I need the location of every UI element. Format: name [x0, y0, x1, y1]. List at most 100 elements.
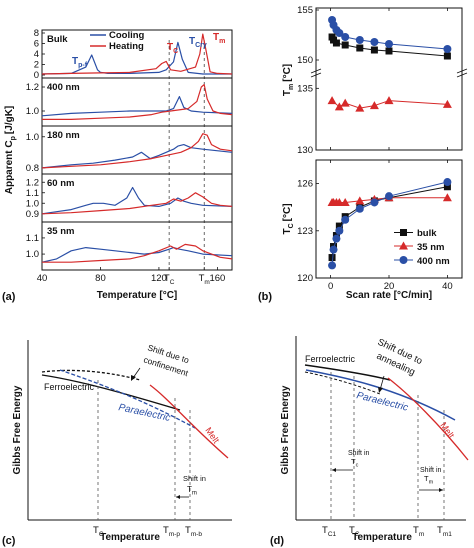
- panel-a-ytick-label: 1.2: [26, 177, 39, 188]
- panel-c-shift-tm-sub: m: [192, 491, 197, 497]
- peak-tc-t: T: [167, 42, 173, 53]
- panel-a-ytick-label: 2: [34, 60, 39, 71]
- panel-b-bottom-ytick-label: 120: [297, 273, 313, 284]
- panel-a-ytick-label: 1.0: [26, 198, 39, 209]
- panel-c-tick-tc: TC: [93, 525, 104, 538]
- panel-a-subplot-label: 35 nm: [47, 226, 74, 237]
- panel-a-cooling-line: [41, 41, 232, 75]
- panel-c-tick-tmb-t: T: [185, 525, 191, 536]
- panel-a-ylabel: Apparent Cp [J/gK]: [4, 106, 17, 195]
- panel-b-top-bulk-point: [341, 41, 349, 49]
- panel-a-ylabel-sub: p: [10, 136, 17, 140]
- panel-b-top-35nm-point: [369, 101, 379, 110]
- panel-b-bottom-ylabel-sub: C: [288, 223, 295, 228]
- panel-a-frame: [41, 29, 233, 271]
- panel-a-xtick-label: 40: [37, 273, 48, 284]
- panel-b-bottom-ylabel: TC [°C]: [282, 203, 295, 234]
- panel-a-ytick-label: 4: [34, 49, 39, 60]
- panel-b-top-ylabel: Tm [°C]: [282, 64, 295, 96]
- panel-b-bottom-400nm-point: [385, 192, 393, 201]
- panel-b-xlabel: Scan rate [°C/min]: [346, 290, 432, 301]
- panel-a-xtick-label: 80: [95, 273, 106, 284]
- panel-c-shift-arrowhead: [131, 375, 136, 381]
- panel-c-melt-label: Melt: [203, 425, 221, 445]
- panel-a-subplot-label: Bulk: [47, 34, 68, 45]
- panel-b-top-400nm-point: [443, 45, 452, 53]
- peak-label-tcry: TCry: [189, 36, 207, 49]
- panel-d-tick-tm1: Tm1: [437, 525, 452, 538]
- panel-d-ylabel: Gibbs Free Energy: [280, 385, 291, 474]
- panel-a-cooling-line: [41, 186, 233, 215]
- axis-break-right-a: [456, 68, 468, 74]
- panel-b-bottom-400nm-point: [370, 198, 379, 207]
- panel-a-ytick-label: 6: [34, 39, 39, 50]
- panel-a-ytick-label: 0.8: [26, 163, 39, 174]
- panel-b-xtick-label: 0: [328, 281, 333, 292]
- panel-b-bottom-400nm-point: [335, 226, 344, 235]
- panel-d-shift-tc-t: T: [351, 457, 356, 466]
- panel-b-top-ylabel-unit: [°C]: [282, 64, 293, 82]
- panel-b-top-ytick-label: 150: [297, 55, 313, 66]
- peak-tpf-sub: p-f: [78, 62, 88, 69]
- panel-d-shift-tc-sub: c: [356, 463, 359, 469]
- panel-b-bottom-400nm-point: [328, 261, 337, 270]
- peak-tc-sub: C: [173, 48, 178, 55]
- panel-b-top-ytick-label: 155: [297, 5, 313, 16]
- panel-a-subplot-label: 400 nm: [47, 82, 80, 93]
- panel-c: Gibbs Free Energy Temperature (c) Ferroe…: [2, 340, 232, 547]
- panel-b-top-35nm-point: [340, 98, 350, 107]
- panel-a-ytick-label: 1.0: [26, 106, 39, 117]
- panel-b-top-35nm-point: [355, 103, 365, 112]
- panel-a-cooling-line: [41, 247, 233, 263]
- panel-b-top-bulk-point: [332, 39, 340, 47]
- panel-b-top-bulk-point: [443, 52, 451, 60]
- legend-35nm-label: 35 nm: [417, 242, 444, 253]
- panel-d-tick-tm: Tm: [413, 525, 424, 538]
- panel-d-tick-tm-sub: m: [419, 531, 424, 538]
- panel-a-xtick-sub: C: [170, 279, 175, 286]
- panel-a-ylabel-unit: [J/gK]: [4, 106, 15, 134]
- panel-a-ylabel-main: Apparent C: [4, 140, 15, 194]
- panel-a-cooling-line: [41, 95, 233, 117]
- peak-tm-t: T: [213, 32, 219, 43]
- panel-b-bottom-400nm-point: [341, 215, 350, 224]
- panel-d-tick-tc: TC: [349, 525, 360, 538]
- panel-a-ytick-label: 1.0: [26, 249, 39, 260]
- panel-b: 0 20 40 150 155 130 135 120 123 126 (b) Scan rate…: [258, 5, 468, 303]
- panel-b-top-400nm-point: [341, 33, 350, 41]
- panel-d-paraelectric-curve: [305, 369, 456, 421]
- panel-a-xtick-label: 120: [151, 273, 167, 284]
- panel-b-top-ytick-label: 135: [297, 83, 313, 94]
- peak-label-tpf: Tp-f: [72, 56, 88, 69]
- panel-b-top-35nm-point: [334, 102, 344, 111]
- panel-b-top-ytick-label: 130: [297, 145, 313, 156]
- panel-a-xtick-label: 160: [209, 273, 225, 284]
- panel-c-shift-tm-2: Tm: [187, 485, 197, 497]
- peak-tcry-t: T: [189, 36, 195, 47]
- panel-c-ylabel: Gibbs Free Energy: [12, 385, 23, 474]
- panel-a-ytick-label: 0: [34, 70, 39, 81]
- panel-d-shift-tm-t: T: [424, 474, 429, 483]
- panel-d-paraelectric-label: Paraelectric: [355, 390, 409, 413]
- panel-b-bottom-35nm-point: [442, 193, 452, 202]
- panel-b-bottom-ylabel-unit: [°C]: [282, 203, 293, 221]
- panel-c-ferroelectric-label: Ferroelectric: [44, 382, 95, 392]
- panel-b-top-400nm-point: [385, 40, 393, 48]
- panel-d-shift-tm-2: Tm: [424, 474, 434, 486]
- panel-c-tick-tc-t: T: [93, 525, 99, 536]
- panel-a-label: (a): [2, 291, 16, 303]
- panel-d-tick-tc1: TC1: [322, 525, 337, 538]
- panel-d-shift-tc-1: Shift in: [348, 450, 370, 457]
- panel-d-melt-label: Melt: [438, 420, 456, 440]
- panel-b-bottom-400nm-point: [329, 245, 338, 254]
- panel-a-xtick-sub: m: [204, 279, 209, 286]
- panel-d-label: (d): [270, 535, 284, 547]
- panel-a-ytick-label: 1.1: [26, 233, 39, 244]
- panel-b-xtick-label: 40: [442, 281, 453, 292]
- panel-a-heating-line: [41, 192, 233, 215]
- panel-b-top-ylabel-sub: m: [288, 84, 295, 90]
- peak-label-tc: TC: [167, 42, 178, 55]
- panel-a-ytick-label: 1.1: [26, 188, 39, 199]
- panel-a-subplot-label: 60 nm: [47, 178, 74, 189]
